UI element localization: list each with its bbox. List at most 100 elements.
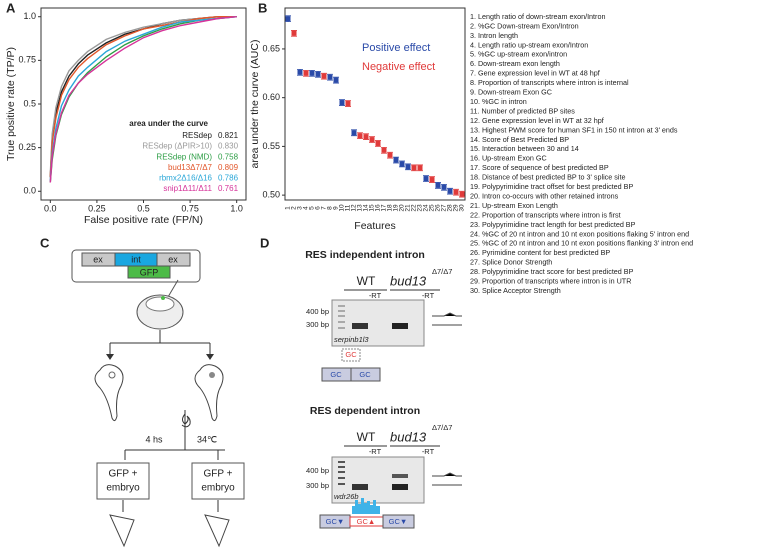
point	[315, 71, 321, 77]
point	[291, 30, 297, 36]
plasmid	[71, 249, 201, 283]
gel-band	[392, 484, 408, 490]
x-tick-label: 21	[405, 204, 412, 212]
feature-label: 19. Polypyrimidine tract offset for best…	[470, 182, 633, 191]
arrow	[124, 410, 225, 460]
y-tick-label: 0.50	[262, 190, 280, 200]
isoform-icon	[432, 472, 462, 486]
point	[333, 77, 339, 83]
point	[429, 177, 435, 183]
point	[417, 165, 423, 171]
motif-label: GC	[345, 350, 357, 359]
legend-label: rbmx2Δ16/Δ16	[159, 174, 212, 183]
larva	[194, 364, 224, 422]
x-tick-label: 3	[297, 206, 304, 210]
x-tick-label: 23	[417, 204, 424, 212]
x-tick-label: 22	[411, 204, 418, 212]
arrow-head	[106, 354, 214, 360]
y-tick-label: 1.0	[23, 11, 36, 21]
x-tick-label: 13	[357, 204, 364, 212]
exon-box	[156, 252, 191, 267]
point	[285, 16, 291, 22]
gel-band	[352, 323, 368, 329]
x-tick-label: 30	[459, 204, 466, 212]
rt-label: -RT	[422, 447, 435, 456]
y-tick-label: 0.5	[23, 98, 36, 108]
x-tick-label: 6	[315, 206, 322, 210]
x-tick-label: 1.0	[230, 203, 243, 213]
feature-label: 22. Proportion of transcripts where intr…	[470, 210, 621, 219]
x-tick-label: 28	[447, 204, 454, 212]
point	[381, 147, 387, 153]
y-tick-label: 0.25	[18, 142, 36, 152]
point	[357, 133, 363, 139]
x-tick-label: 19	[393, 204, 400, 212]
flame-icon	[181, 413, 191, 428]
y-tick-label: 0.60	[262, 92, 280, 102]
feature-label: 10. %GC in intron	[470, 97, 527, 106]
gel	[331, 456, 425, 504]
point	[309, 70, 315, 76]
feature-label: 6. Down-stream exon length	[470, 59, 560, 68]
feature-label: 26. Pyrimidine content for best predicte…	[470, 248, 610, 257]
point	[363, 134, 369, 140]
feature-label: 12. Gene expression level in WT at 32 hp…	[470, 116, 604, 125]
mutant-sup: Δ7/Δ7	[432, 423, 452, 432]
needle	[167, 279, 179, 298]
x-tick-label: 0.25	[88, 203, 106, 213]
reporter-label: GFP	[140, 267, 159, 277]
point	[327, 74, 333, 80]
result-label: GFP +	[204, 469, 233, 480]
result-label: embryo	[201, 483, 235, 494]
tube	[109, 514, 230, 548]
y-axis-label: True positive rate (TP/P)	[5, 47, 17, 161]
feature-label: 9. Down-stream Exon GC	[470, 88, 552, 97]
plot-frame	[284, 7, 466, 201]
point	[447, 188, 453, 194]
larva-eye	[108, 371, 116, 379]
motif-box	[341, 348, 361, 362]
x-tick-label: 18	[387, 204, 394, 212]
point	[303, 70, 309, 76]
legend-value: 0.786	[218, 174, 239, 183]
coverage-track	[352, 498, 380, 514]
isoform-icon	[432, 312, 462, 326]
rt-label: -RT	[422, 291, 435, 300]
point	[393, 157, 399, 163]
point	[423, 176, 429, 182]
rt-label: -RT	[369, 447, 382, 456]
exon-box	[382, 514, 415, 529]
point	[459, 191, 465, 197]
x-tick-label: 9	[333, 206, 340, 210]
feature-label: 23. Polypyrimidine tract length for best…	[470, 220, 636, 229]
gel	[331, 299, 425, 347]
x-tick-label: 15	[369, 204, 376, 212]
gene-label: serpinb1l3	[334, 335, 369, 344]
x-tick-label: 29	[453, 204, 460, 212]
roc-curve	[49, 16, 237, 178]
feature-label: 24. %GC of 20 nt intron and 10 nt exon p…	[470, 229, 689, 238]
gfp-box	[127, 265, 171, 279]
legend-label: RESdep	[182, 131, 212, 140]
x-tick-label: 7	[321, 206, 328, 210]
result-box	[191, 462, 245, 500]
feature-label: 15. Interaction between 30 and 14	[470, 144, 579, 153]
feature-label: 13. Highest PWM score for human SF1 in 1…	[470, 125, 678, 134]
feature-label: 17. Score of sequence of best predicted …	[470, 163, 609, 172]
gene-label: wdr26b	[334, 492, 359, 501]
legend-label: RESdep (ΔPIR>10)	[142, 142, 212, 151]
construct-label: ex	[93, 254, 103, 264]
legend-label: snip1Δ11/Δ11	[163, 184, 212, 193]
feature-label: 1. Length ratio of down-stream exon/Intr…	[470, 12, 605, 21]
feature-label: 8. Proportion of transcripts where intro…	[470, 78, 629, 87]
legend-value: 0.758	[218, 152, 239, 161]
point	[411, 165, 417, 171]
point	[435, 182, 441, 188]
mutant-label: bud13	[390, 273, 427, 288]
larva-eye	[209, 372, 215, 378]
y-tick-label: 0.0	[23, 186, 36, 196]
x-tick-label: 8	[327, 206, 334, 210]
feature-label: 11. Number of predicted BP sites	[470, 106, 575, 115]
x-tick-label: 12	[351, 204, 358, 212]
